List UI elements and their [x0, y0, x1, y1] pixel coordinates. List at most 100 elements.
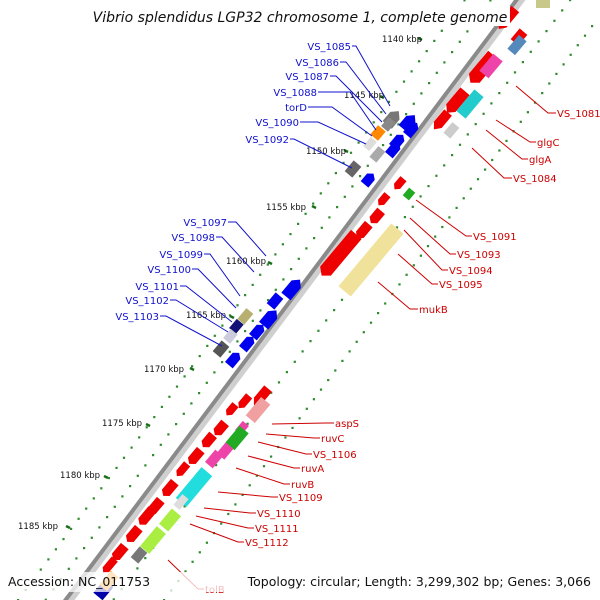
gene-arrow[interactable]: [442, 87, 470, 116]
gene-box[interactable]: [245, 396, 271, 424]
gene-box[interactable]: [140, 526, 166, 554]
gene-arrow[interactable]: [225, 350, 243, 369]
gene-box[interactable]: [443, 122, 460, 139]
track-dot: [298, 417, 301, 420]
gene-label[interactable]: VS_1102: [125, 296, 169, 307]
gene-box[interactable]: [338, 223, 404, 297]
gene-box[interactable]: [479, 53, 503, 79]
tick-label: 1155 kbp: [266, 203, 306, 213]
gene-arrow[interactable]: [136, 506, 157, 528]
track-dot: [228, 314, 232, 317]
gene-arrow[interactable]: [316, 229, 362, 280]
gene-arrow[interactable]: [223, 402, 239, 418]
gene-label[interactable]: glgC: [537, 138, 559, 149]
gene-label[interactable]: torD: [285, 103, 307, 114]
gene-box[interactable]: [225, 425, 249, 451]
track-dot: [537, 40, 540, 43]
gene-label[interactable]: VS_1097: [183, 218, 227, 229]
gene-label[interactable]: VS_1091: [473, 232, 517, 243]
gene-box[interactable]: [158, 508, 182, 532]
gene-arrow[interactable]: [391, 176, 407, 192]
track-dot: [313, 237, 316, 240]
track-dot: [443, 164, 446, 167]
gene-arrow[interactable]: [258, 306, 281, 330]
gene-label[interactable]: VS_1081: [557, 109, 600, 120]
gene-arrow[interactable]: [123, 524, 143, 545]
gene-label[interactable]: VS_1103: [115, 312, 159, 323]
gene-box[interactable]: [237, 308, 254, 325]
gene-box[interactable]: [402, 187, 416, 201]
gene-box[interactable]: [456, 89, 484, 119]
gene-box[interactable]: [130, 546, 148, 564]
gene-label[interactable]: VS_1098: [171, 233, 215, 244]
gene-arrow[interactable]: [109, 542, 129, 563]
gene-arrow[interactable]: [385, 140, 403, 159]
gene-arrow[interactable]: [159, 478, 179, 499]
track-dot: [175, 423, 178, 426]
gene-label[interactable]: VS_1094: [449, 266, 493, 277]
gene-label[interactable]: VS_1112: [245, 538, 289, 549]
gene-box[interactable]: [223, 328, 238, 344]
gene-box[interactable]: [507, 34, 527, 56]
gene-label[interactable]: ruvC: [321, 434, 344, 445]
gene-arrow[interactable]: [375, 192, 391, 208]
gene-arrow[interactable]: [353, 220, 373, 241]
track-dot: [183, 505, 186, 508]
gene-arrow[interactable]: [403, 120, 421, 139]
track-dot: [426, 245, 430, 248]
gene-label[interactable]: glgA: [529, 155, 551, 166]
gene-label[interactable]: mukB: [419, 305, 448, 316]
gene-box[interactable]: [370, 125, 386, 141]
track-dot: [526, 111, 529, 114]
track-dot: [435, 71, 438, 74]
gene-arrow[interactable]: [185, 446, 205, 467]
gene-box[interactable]: [363, 136, 377, 152]
gene-arrow[interactable]: [367, 207, 385, 227]
gene-label[interactable]: VS_1088: [273, 88, 317, 99]
gene-label[interactable]: VS_1109: [279, 493, 323, 504]
gene-arrow[interactable]: [239, 334, 257, 353]
gene-label[interactable]: ruvA: [301, 464, 324, 475]
track-dot: [259, 309, 262, 312]
gene-label[interactable]: VS_1085: [307, 42, 351, 53]
gene-label[interactable]: VS_1106: [313, 450, 357, 461]
gene-label[interactable]: VS_1111: [255, 524, 299, 535]
gene-label[interactable]: VS_1100: [147, 265, 191, 276]
gene-box[interactable]: [229, 318, 244, 334]
gene-label[interactable]: ruvB: [291, 480, 314, 491]
gene-arrow[interactable]: [249, 322, 267, 341]
track-dot: [319, 388, 323, 391]
gene-label[interactable]: VS_1086: [295, 58, 339, 69]
gene-box[interactable]: [212, 340, 230, 358]
gene-label[interactable]: VS_1110: [257, 509, 301, 520]
gene-label[interactable]: VS_1095: [439, 280, 483, 291]
gene-arrow[interactable]: [236, 393, 253, 410]
gene-box[interactable]: [381, 116, 396, 132]
track-dot: [505, 139, 508, 142]
gene-box[interactable]: [205, 449, 223, 469]
track-dot: [297, 257, 300, 260]
gene-arrow[interactable]: [174, 461, 191, 478]
gene-label[interactable]: VS_1090: [255, 118, 299, 129]
gene-label[interactable]: VS_1099: [159, 250, 203, 261]
gene-arrow[interactable]: [199, 431, 217, 451]
gene-box[interactable]: [344, 160, 362, 178]
track-dot: [369, 321, 373, 324]
gene-box[interactable]: [173, 494, 189, 510]
gene-arrow[interactable]: [100, 556, 118, 576]
gene-box[interactable]: [369, 146, 386, 163]
gene-label[interactable]: VS_1101: [135, 282, 179, 293]
gene-label[interactable]: VS_1092: [245, 135, 289, 146]
gene-label[interactable]: VS_1093: [457, 250, 501, 261]
gene-box[interactable]: [266, 292, 284, 310]
gene-arrow[interactable]: [360, 170, 378, 188]
track-dot: [387, 100, 390, 103]
gene-arrow[interactable]: [281, 276, 304, 301]
gene-arrow[interactable]: [430, 109, 452, 132]
gene-label[interactable]: aspS: [335, 419, 359, 430]
gene-label[interactable]: VS_1087: [285, 72, 329, 83]
gene-label[interactable]: VS_1084: [513, 174, 557, 185]
gene-arrow[interactable]: [211, 419, 229, 439]
track-dot: [67, 567, 70, 570]
gene-box[interactable]: [536, 0, 550, 8]
